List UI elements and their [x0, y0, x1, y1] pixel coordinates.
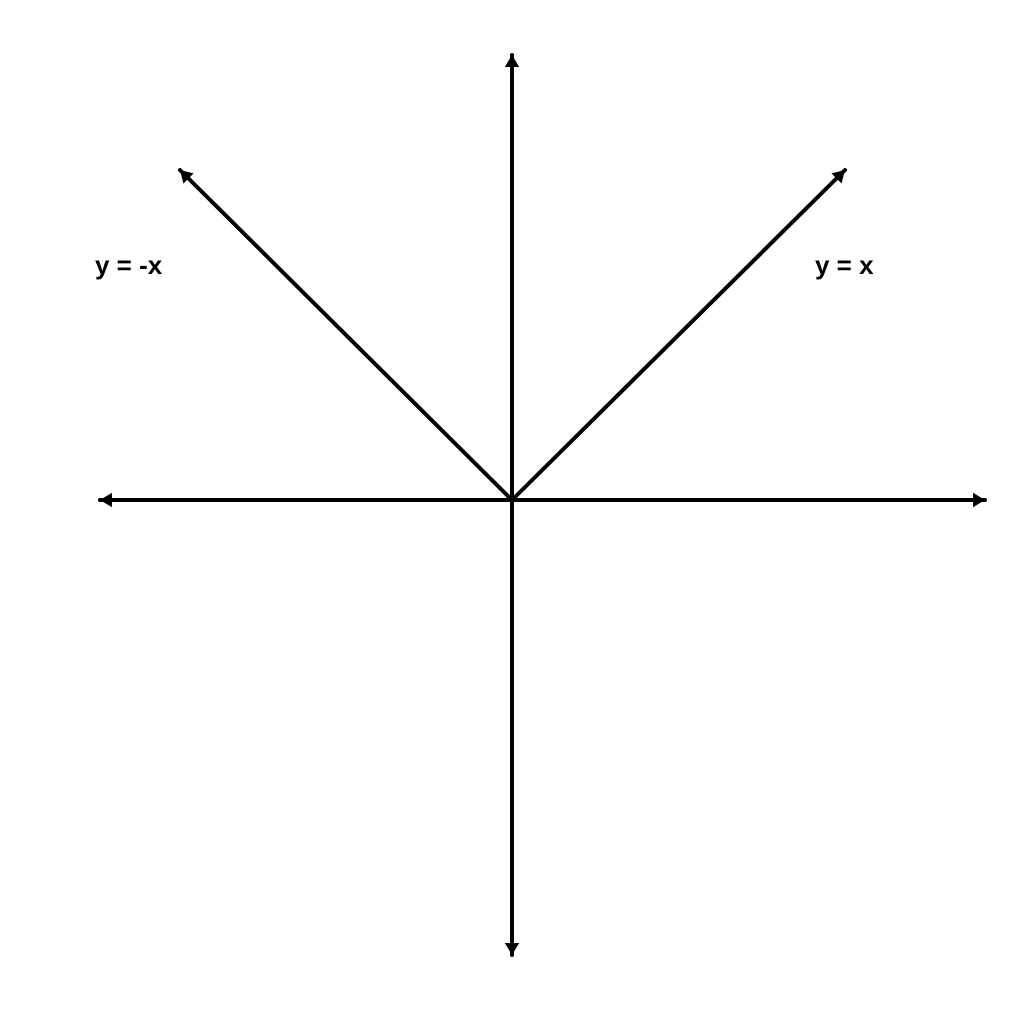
label-y-equals-x: y = x: [815, 250, 874, 281]
label-y-equals-neg-x: y = -x: [95, 250, 162, 281]
coordinate-axes-diagram: [0, 0, 1024, 1024]
